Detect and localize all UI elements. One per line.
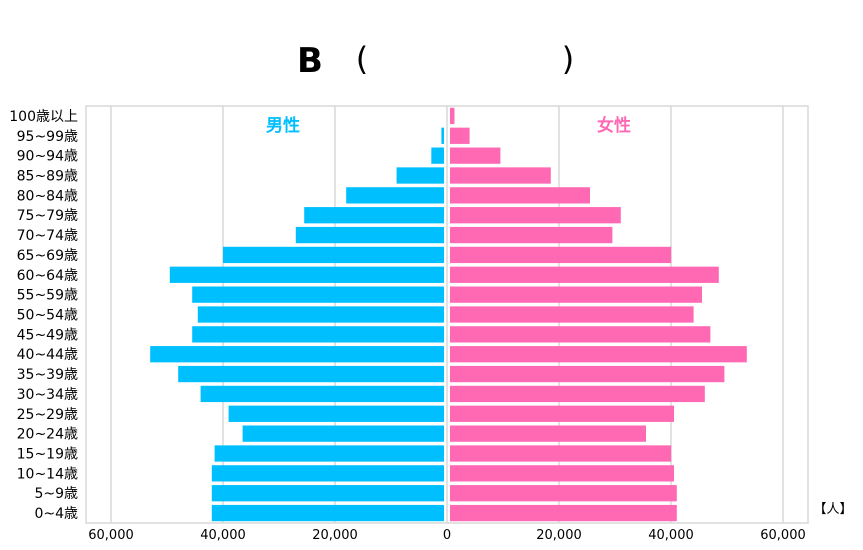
bar-male bbox=[192, 286, 444, 303]
bar-female bbox=[450, 485, 677, 502]
bar-male bbox=[200, 385, 444, 403]
legend-female: 女性 bbox=[597, 115, 631, 136]
legend-male: 男性 bbox=[266, 115, 300, 136]
bar-female bbox=[450, 207, 621, 224]
bar-female bbox=[450, 326, 711, 343]
y-category-label: 5~9歳 bbox=[34, 486, 78, 502]
y-category-label: 0~4歳 bbox=[34, 506, 78, 522]
y-category-label: 55~59歳 bbox=[17, 288, 78, 304]
bar-female bbox=[450, 266, 719, 283]
bar-male bbox=[211, 485, 444, 502]
bar-male bbox=[150, 346, 444, 363]
bar-male bbox=[431, 147, 444, 164]
y-category-label: 60~64歳 bbox=[17, 268, 78, 284]
bar-female bbox=[450, 346, 747, 363]
y-category-label: 30~34歳 bbox=[17, 387, 78, 403]
chart-title-open-paren: ( bbox=[356, 40, 368, 78]
bar-male bbox=[304, 207, 444, 224]
bar-female bbox=[450, 246, 672, 264]
bar-female bbox=[450, 127, 470, 144]
y-category-label: 35~39歳 bbox=[17, 367, 78, 383]
bar-male bbox=[295, 226, 444, 244]
y-category-label: 85~89歳 bbox=[17, 169, 78, 185]
bar-male bbox=[396, 167, 444, 184]
y-category-label: 40~44歳 bbox=[17, 347, 78, 363]
bar-male bbox=[214, 445, 444, 462]
y-category-label: 50~54歳 bbox=[17, 308, 78, 324]
x-tick-label: 20,000 bbox=[536, 528, 582, 543]
bar-female bbox=[450, 167, 551, 184]
unit-label: 【人】 bbox=[813, 502, 852, 517]
bar-female bbox=[450, 187, 590, 204]
bar-male bbox=[197, 306, 444, 323]
bar-female bbox=[450, 425, 646, 442]
bar-male bbox=[242, 425, 444, 442]
bar-male bbox=[211, 504, 444, 522]
bar-female bbox=[450, 226, 613, 244]
y-category-label: 20~24歳 bbox=[17, 427, 78, 443]
y-category-label: 75~79歳 bbox=[17, 208, 78, 224]
y-category-label: 70~74歳 bbox=[17, 228, 78, 244]
bar-female bbox=[450, 286, 702, 303]
bar-male bbox=[223, 246, 444, 264]
y-category-label: 25~29歳 bbox=[17, 407, 78, 423]
bar-female bbox=[450, 445, 672, 462]
x-tick-label: 20,000 bbox=[312, 528, 358, 543]
bar-female bbox=[450, 147, 501, 164]
bar-female bbox=[450, 306, 694, 323]
bar-male bbox=[211, 465, 444, 482]
bar-male bbox=[228, 405, 444, 422]
chart-title-close-paren: ) bbox=[562, 40, 574, 78]
x-tick-label: 40,000 bbox=[200, 528, 246, 543]
y-category-label: 90~94歳 bbox=[17, 149, 78, 165]
y-category-label: 80~84歳 bbox=[17, 188, 78, 204]
bar-female bbox=[450, 365, 725, 383]
y-category-label: 95~99歳 bbox=[17, 129, 78, 145]
y-category-label: 15~19歳 bbox=[17, 447, 78, 463]
y-category-label: 45~49歳 bbox=[17, 327, 78, 343]
y-category-label: 100歳以上 bbox=[9, 109, 78, 125]
bar-male bbox=[178, 365, 444, 383]
x-tick-label: 60,000 bbox=[88, 528, 134, 543]
y-category-label: 65~69歳 bbox=[17, 248, 78, 264]
bar-male bbox=[346, 187, 444, 204]
bar-female bbox=[450, 405, 674, 422]
bar-male bbox=[169, 266, 445, 283]
bar-female bbox=[450, 107, 455, 125]
bar-female bbox=[450, 504, 677, 522]
x-tick-label: 0 bbox=[443, 528, 451, 543]
x-tick-label: 40,000 bbox=[648, 528, 694, 543]
bar-male bbox=[192, 326, 444, 343]
y-category-label: 10~14歳 bbox=[17, 466, 78, 482]
bar-female bbox=[450, 465, 674, 482]
bar-female bbox=[450, 385, 705, 403]
chart-title: B bbox=[297, 41, 323, 81]
x-tick-label: 60,000 bbox=[760, 528, 806, 543]
bar-male bbox=[441, 127, 444, 144]
